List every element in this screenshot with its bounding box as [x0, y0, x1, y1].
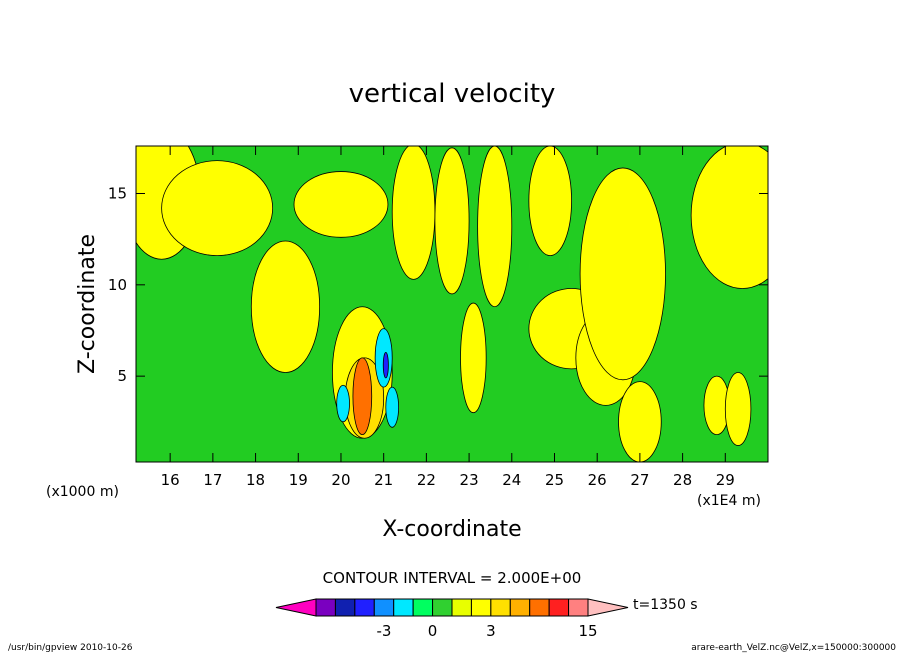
- colorbar-bin: [529, 598, 550, 617]
- contour-region-positive-weak: [460, 302, 487, 414]
- contour-region-positive-weak: [579, 167, 666, 381]
- x-tick-label: 19: [289, 471, 308, 489]
- contour-region-positive-weak: [391, 146, 436, 280]
- plot-frame: [135, 145, 769, 463]
- x-tick-label: 18: [246, 471, 265, 489]
- colorbar-bin: [490, 598, 511, 617]
- contour-region-positive-weak: [434, 147, 470, 295]
- colorbar-bin: [548, 598, 570, 617]
- y-tick-label: 10: [108, 276, 127, 294]
- x-tick-label: 24: [502, 471, 521, 489]
- plot-area: 16 17 18 19 20 21 22 23 24 25 26 27 28 29 5 10 15: [108, 145, 769, 489]
- y-axis-ticks: 5 10 15: [108, 184, 768, 385]
- colorbar-label: 0: [428, 622, 438, 640]
- colorbar-bin: [432, 598, 453, 617]
- chart-title: vertical velocity: [349, 79, 556, 109]
- colorbar-bin: [373, 598, 395, 617]
- x-tick-label: 22: [417, 471, 436, 489]
- x-axis-ticks: 16 17 18 19 20 21 22 23 24 25 26 27 28 29: [161, 146, 735, 489]
- x-tick-label: 23: [460, 471, 479, 489]
- contour-region-positive-weak: [161, 160, 274, 256]
- colorbar-low-arrow: [275, 598, 317, 617]
- x-tick-label: 20: [331, 471, 350, 489]
- contour-region-positive-weak: [293, 171, 389, 238]
- y-tick-label: 5: [117, 367, 127, 385]
- contour-interval-label: CONTOUR INTERVAL = 2.000E+00: [323, 569, 582, 587]
- contour-region-positive-weak: [528, 146, 572, 256]
- colorbar-bin: [509, 598, 531, 617]
- x-tick-label: 21: [374, 471, 393, 489]
- contour-region-negative-weak: [336, 384, 350, 423]
- colorbar-bin: [568, 598, 589, 617]
- colorbar-bin: [315, 598, 336, 617]
- x-tick-label: 25: [545, 471, 564, 489]
- colorbar-bin: [393, 598, 414, 617]
- x-tick-label: 27: [630, 471, 649, 489]
- contour-region-positive-weak: [724, 372, 752, 446]
- colorbar-bin: [354, 598, 375, 617]
- x-unit-right: (x1E4 m): [697, 493, 761, 509]
- contour-region-positive-weak: [250, 240, 321, 373]
- footer-left: /usr/bin/gpview 2010-10-26: [8, 643, 133, 653]
- contour-region-positive-weak: [618, 381, 662, 462]
- colorbar-bin: [412, 598, 434, 617]
- x-axis-label: X-coordinate: [382, 517, 521, 542]
- colorbar-bin: [470, 598, 492, 617]
- x-unit-left: (x1000 m): [46, 484, 119, 500]
- contour-region-positive-strong: [352, 357, 373, 436]
- colorbar-bin: [334, 598, 356, 617]
- contour-region-negative-weak: [385, 386, 400, 428]
- colorbar-bin: [451, 598, 472, 617]
- x-tick-label: 29: [716, 471, 735, 489]
- colorbar-label: 3: [486, 622, 496, 640]
- colorbar: -3 0 3 15: [275, 598, 629, 640]
- colorbar-high-arrow: [587, 598, 629, 617]
- y-axis-label: Z-coordinate: [75, 234, 100, 374]
- x-tick-label: 26: [588, 471, 607, 489]
- footer-right: arare-earth_VelZ.nc@VelZ,x=150000:300000: [691, 643, 896, 653]
- contour-regions: [136, 146, 768, 462]
- colorbar-label: -3: [377, 622, 392, 640]
- time-label: t=1350 s: [633, 597, 698, 613]
- y-tick-label: 15: [108, 184, 127, 202]
- x-tick-label: 17: [203, 471, 222, 489]
- contour-region-positive-weak: [690, 146, 768, 289]
- x-tick-label: 28: [673, 471, 692, 489]
- colorbar-label: 15: [578, 622, 597, 640]
- contour-region-positive-weak: [477, 146, 513, 308]
- contour-region-negative-strong: [382, 352, 389, 379]
- x-tick-label: 16: [161, 471, 180, 489]
